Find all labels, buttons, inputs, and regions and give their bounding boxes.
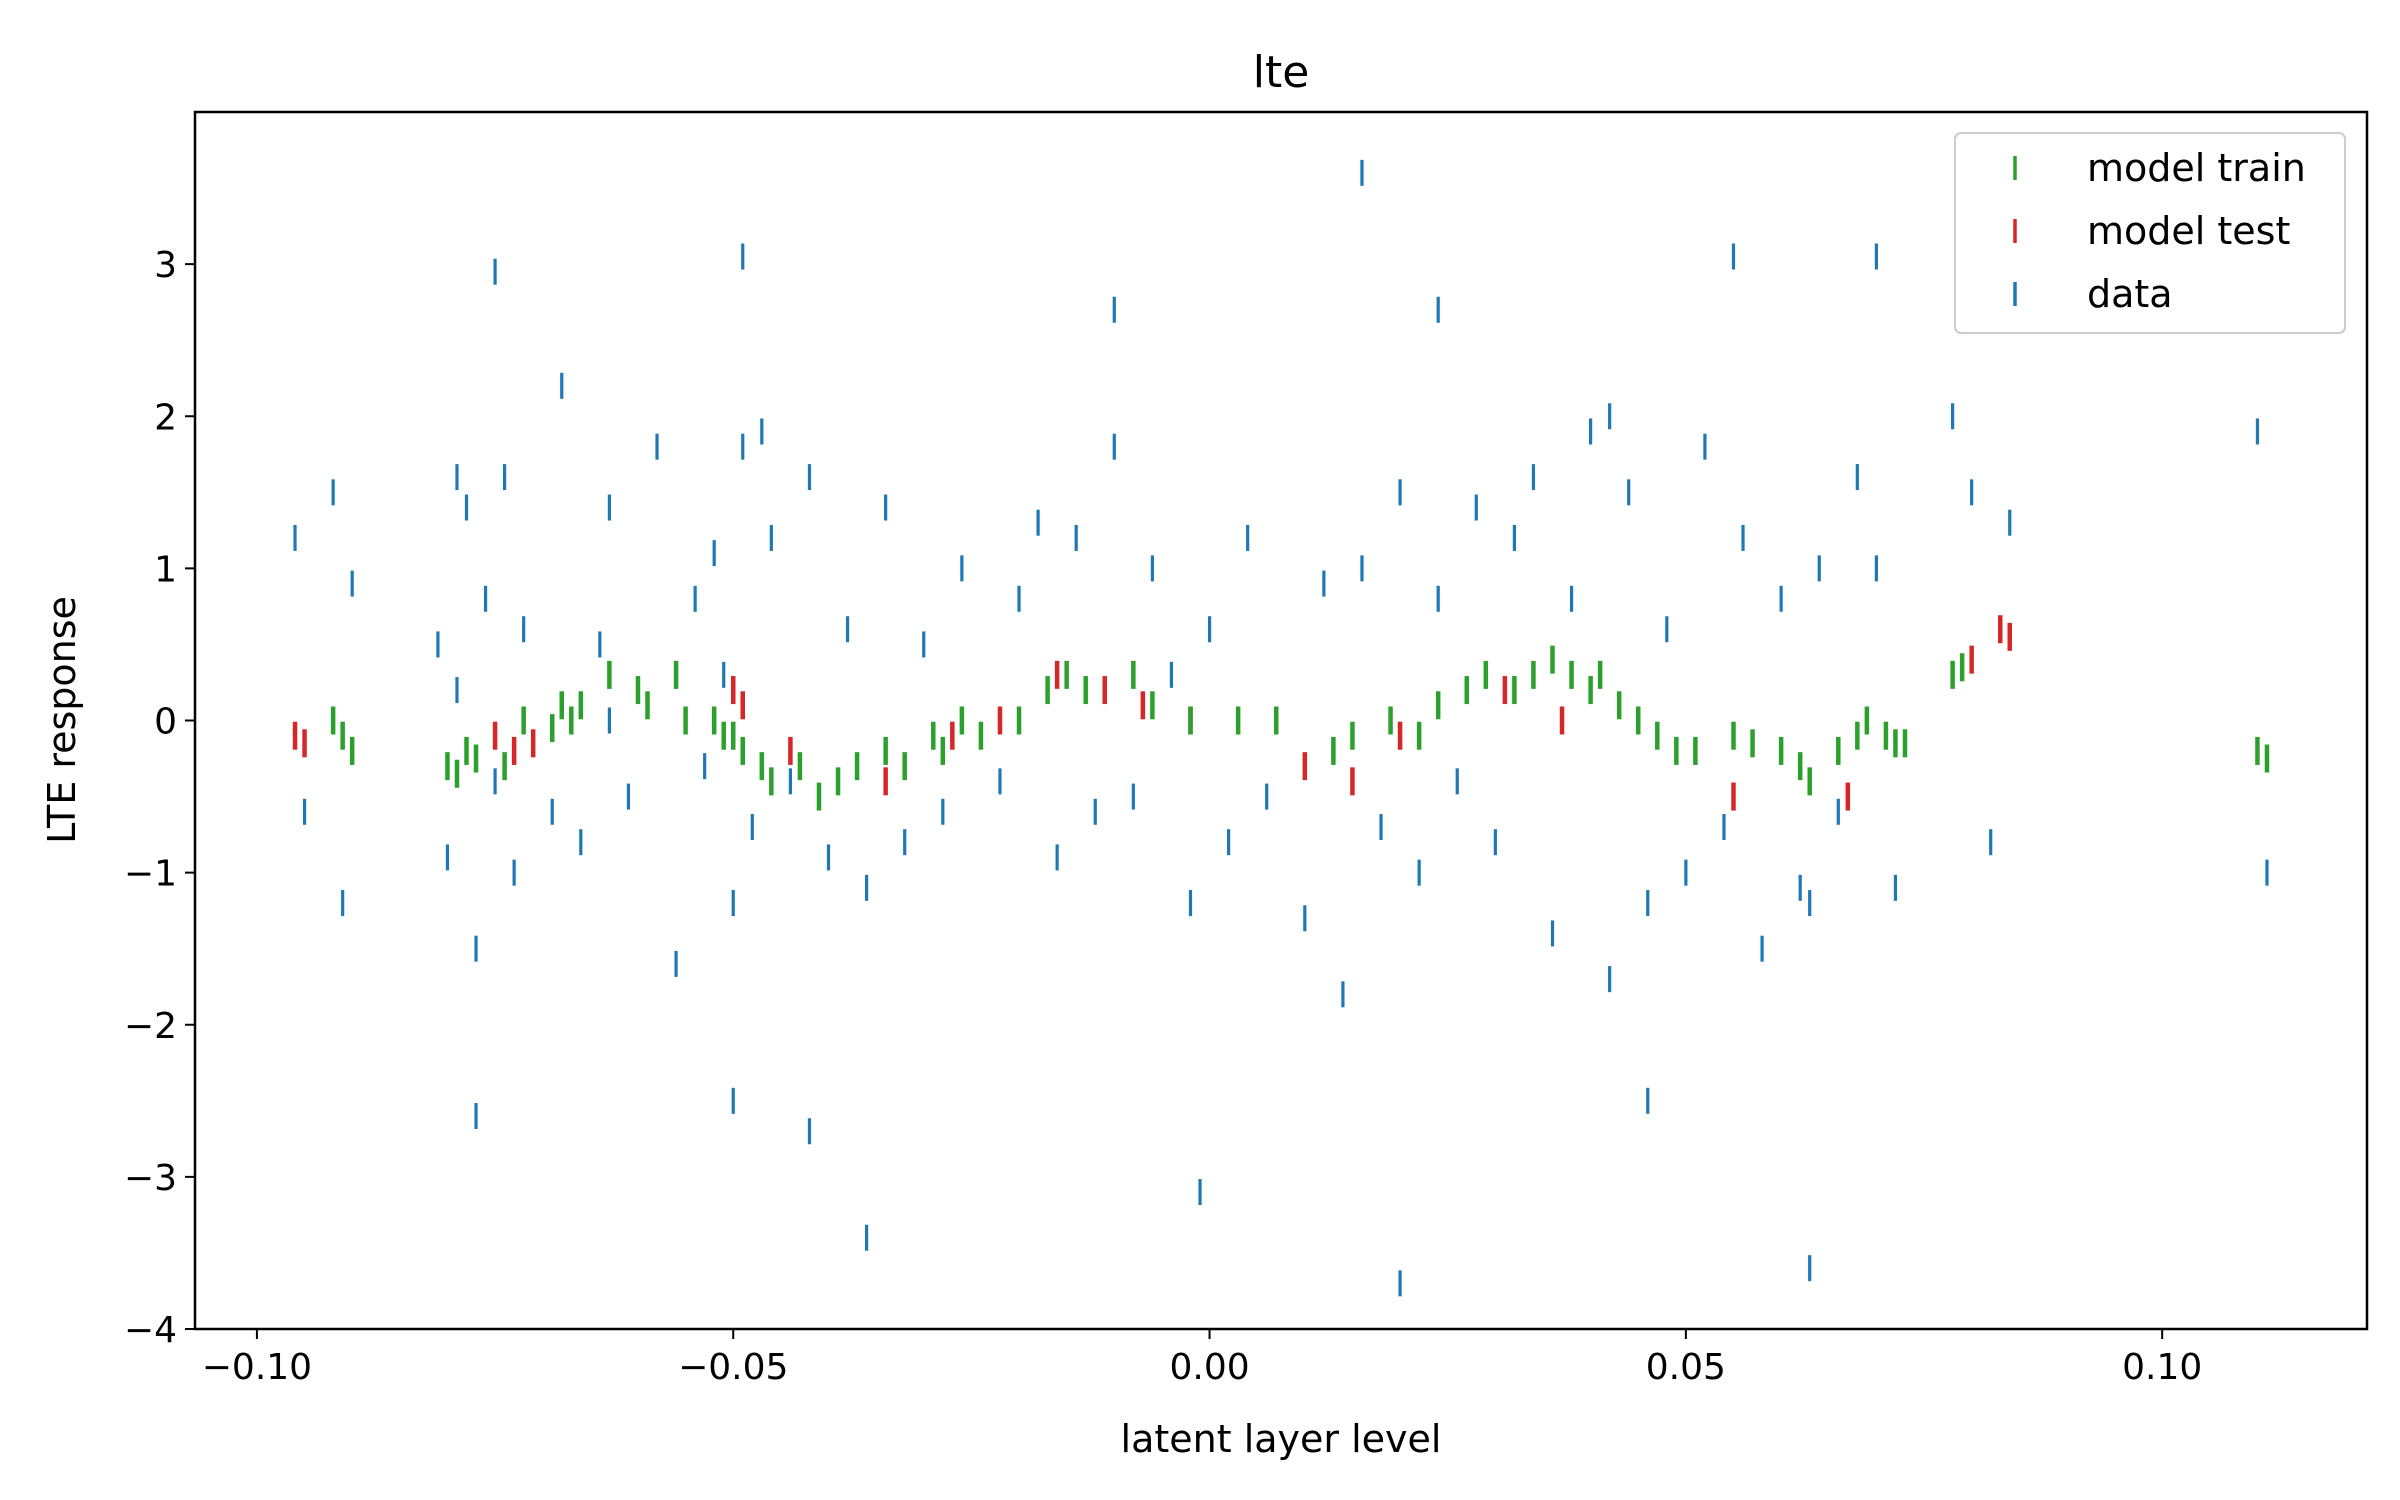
chart-title: lte — [1253, 47, 1310, 98]
y-tick-label: 0 — [154, 702, 177, 743]
legend-label: model train — [2087, 146, 2306, 190]
y-tick-label: 1 — [154, 549, 177, 590]
legend-frame — [1954, 132, 2346, 334]
model-train-marks — [330, 645, 2270, 811]
legend: model train model test data — [1954, 132, 2346, 334]
legend-label: model test — [2087, 209, 2290, 253]
y-tick-label: −4 — [124, 1310, 177, 1351]
data-marks — [293, 159, 2269, 1297]
y-axis: −4 −3 −2 −1 0 1 2 3 — [124, 245, 195, 1351]
y-tick-label: 2 — [154, 397, 177, 438]
y-tick-label: −1 — [124, 854, 177, 895]
x-tick-label: −0.10 — [202, 1347, 312, 1388]
x-axis-label: latent layer level — [1121, 1417, 1442, 1461]
x-tick-label: 0.10 — [2122, 1347, 2202, 1388]
model-test-marks — [292, 615, 2013, 811]
y-tick-label: −2 — [124, 1006, 177, 1047]
legend-label: data — [2087, 272, 2173, 316]
x-tick-label: 0.00 — [1169, 1347, 1249, 1388]
x-axis: −0.10 −0.05 0.00 0.05 0.10 — [202, 1329, 2202, 1388]
y-tick-label: 3 — [154, 245, 177, 286]
x-tick-label: −0.05 — [678, 1347, 788, 1388]
x-tick-label: 0.05 — [1646, 1347, 1726, 1388]
y-tick-label: −3 — [124, 1158, 177, 1199]
y-axis-label: LTE response — [40, 596, 84, 844]
